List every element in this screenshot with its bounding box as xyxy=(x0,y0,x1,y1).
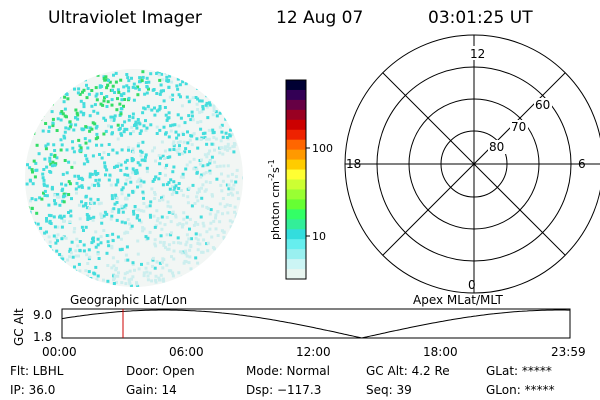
timeline-xtick-2359: 23:59 xyxy=(551,345,586,359)
colorbar-segment xyxy=(286,189,306,200)
lat-label-60: 60 xyxy=(535,98,550,112)
timeline-ytick-min: 1.8 xyxy=(33,330,52,344)
colorbar-segment xyxy=(286,259,306,270)
mlt-label-bottom: 0 xyxy=(468,278,476,292)
colorbar-segment xyxy=(286,169,306,181)
colorbar-tick-label-10: 10 xyxy=(312,230,326,243)
colorbar xyxy=(285,79,307,280)
orbit-timeline: Geographic Lat/Lon Apex MLat/MLT GC Alt … xyxy=(12,293,586,359)
lat-label-70: 70 xyxy=(511,120,526,134)
colorbar-tick-label-100: 100 xyxy=(312,142,333,155)
colorbar-segment xyxy=(286,99,306,111)
date-label: 12 Aug 07 xyxy=(276,8,364,28)
time-label: 03:01:25 UT xyxy=(428,8,533,28)
status-dsp: Dsp: −117.3 xyxy=(246,383,322,397)
colorbar-segment xyxy=(286,109,306,121)
status-ip: IP: 36.0 xyxy=(10,383,56,397)
colorbar-segment xyxy=(286,229,306,240)
status-door: Door: Open xyxy=(126,364,195,378)
lat-label-80: 80 xyxy=(489,140,504,154)
status-glon: GLon: ***** xyxy=(486,383,555,397)
uvi-image-disk xyxy=(25,69,243,287)
mlt-label-right: 6 xyxy=(578,157,586,171)
colorbar-segment xyxy=(286,199,306,210)
timeline-right-label: Apex MLat/MLT xyxy=(413,293,503,307)
status-filter: Flt: LBHL xyxy=(10,364,64,378)
timeline-xtick-1800: 18:00 xyxy=(423,345,458,359)
colorbar-segment xyxy=(286,219,306,230)
colorbar-segment xyxy=(286,80,306,91)
status-mode: Mode: Normal xyxy=(246,364,330,378)
status-seq: Seq: 39 xyxy=(366,383,412,397)
instrument-title: Ultraviolet Imager xyxy=(48,8,202,28)
timeline-ytick-max: 9.0 xyxy=(33,308,52,322)
status-gain: Gain: 14 xyxy=(126,383,177,397)
colorbar-segment xyxy=(286,119,306,131)
colorbar-segment xyxy=(286,129,306,141)
timeline-xtick-0000: 00:00 xyxy=(42,345,77,359)
colorbar-segment xyxy=(286,149,306,161)
timeline-xtick-0600: 06:00 xyxy=(169,345,204,359)
polar-grid xyxy=(344,34,600,294)
timeline-left-label: Geographic Lat/Lon xyxy=(70,293,187,307)
colorbar-segment xyxy=(286,139,306,151)
colorbar-segment xyxy=(286,179,306,191)
colorbar-segment xyxy=(286,89,306,101)
colorbar-unit-label: photon cm-2s-1 xyxy=(267,159,282,240)
mlt-label-top: 12 xyxy=(470,47,485,61)
colorbar-frame xyxy=(285,79,307,280)
status-gc-alt: GC Alt: 4.2 Re xyxy=(366,364,450,378)
mlt-label-left: 18 xyxy=(346,157,361,171)
title-bar: Ultraviolet Imager 12 Aug 07 03:01:25 UT xyxy=(0,0,600,40)
colorbar-segment xyxy=(286,249,306,260)
status-glat: GLat: ***** xyxy=(486,364,552,378)
colorbar-segment xyxy=(286,159,306,171)
timeline-y-axis-label: GC Alt xyxy=(12,308,26,346)
timeline-frame xyxy=(61,308,571,339)
timeline-xtick-1200: 12:00 xyxy=(296,345,331,359)
orbit-altitude-curve xyxy=(61,309,570,339)
colorbar-segment xyxy=(286,239,306,250)
colorbar-segment xyxy=(286,269,306,280)
colorbar-segment xyxy=(286,209,306,220)
